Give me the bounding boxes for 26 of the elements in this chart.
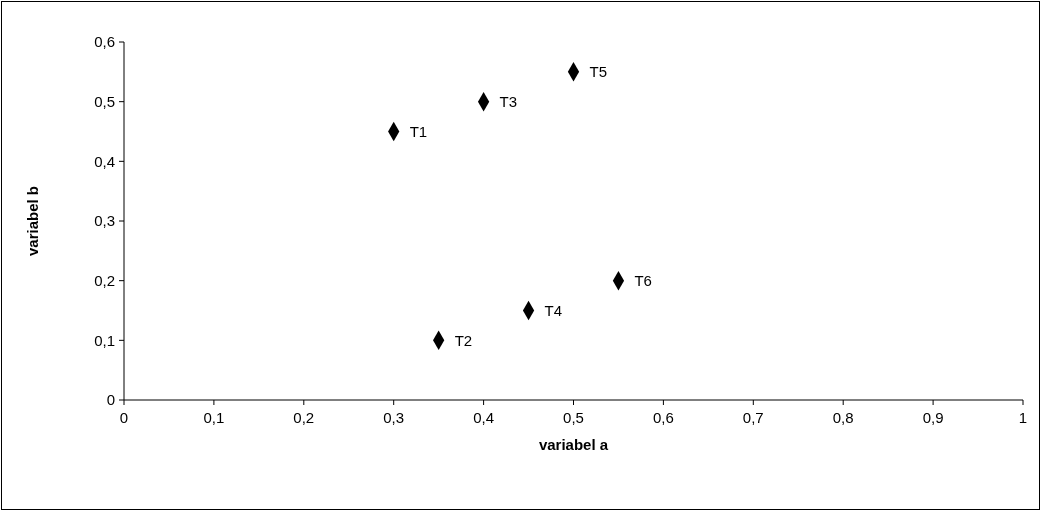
annotation: T6 (634, 271, 652, 289)
x-tick-label: 0 (119, 409, 129, 426)
x-tick-label: 0,8 (832, 409, 854, 426)
annotation: T5 (589, 63, 608, 81)
x-tick-label: 0,3 (383, 409, 405, 426)
y-tick-label: 0,4 (94, 152, 115, 170)
annotation: T1 (409, 122, 428, 140)
x-tick-label: 0,1 (203, 409, 225, 426)
y-tick-label: 0,5 (94, 92, 115, 110)
y-tick-label: 0,6 (94, 33, 115, 51)
x-tick-label: 0,5 (563, 409, 584, 426)
y-tick-label: 0,2 (94, 271, 115, 289)
x-axis-title: variabel a (538, 436, 609, 453)
x-tick-label: 1 (1018, 409, 1028, 426)
x-tick-label: 0,9 (922, 409, 944, 426)
y-tick-label: 0,1 (94, 331, 115, 349)
annotation: T4 (544, 301, 563, 319)
x-tick-label: 0,6 (652, 409, 674, 426)
x-tick-label: 0,7 (742, 409, 764, 426)
y-axis-title: variabel b (24, 185, 41, 257)
x-tick-label: 0,2 (293, 409, 315, 426)
x-tick-label: 0,4 (473, 409, 495, 426)
annotation: T2 (454, 331, 473, 349)
annotation: T3 (499, 92, 518, 110)
y-tick-label: 0,3 (94, 212, 115, 230)
y-tick-label: 0 (106, 391, 115, 409)
